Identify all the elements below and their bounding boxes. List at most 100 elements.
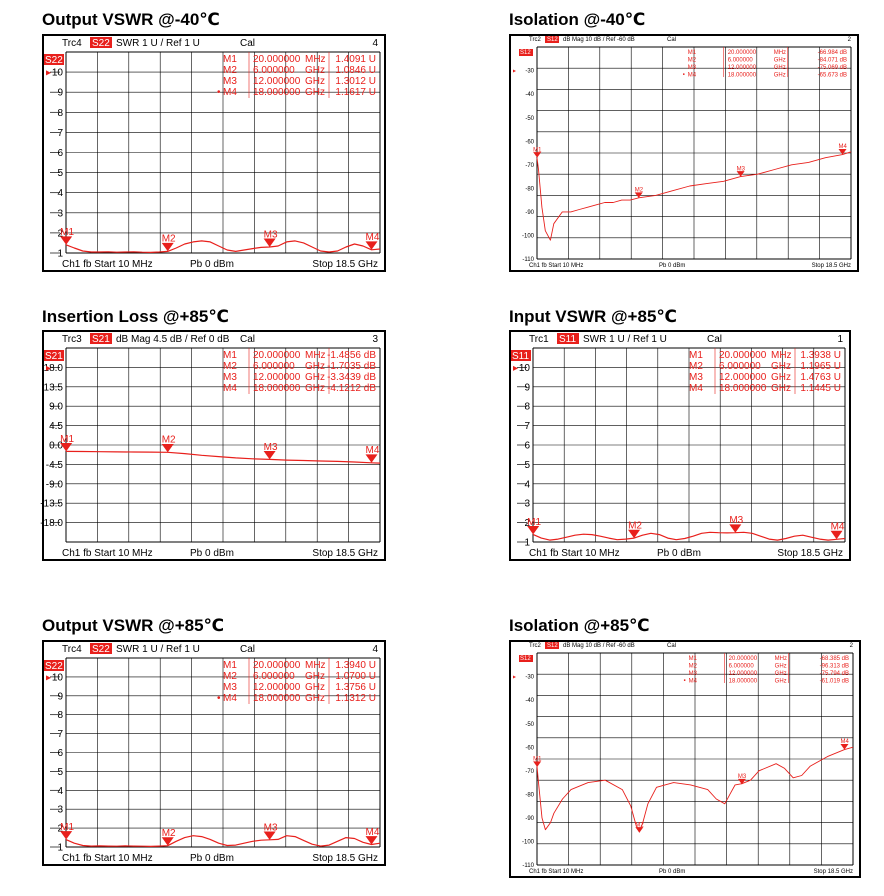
marker-id: M2 bbox=[689, 664, 698, 670]
param-label: S12 bbox=[547, 37, 558, 43]
panel-isolation-m40: Isolation @-40℃ Trc2 S12 dB Mag 10 dB / Re… bbox=[509, 10, 859, 272]
marker-unit: MHz bbox=[774, 50, 786, 56]
marker-freq: 18.000000 bbox=[253, 693, 301, 704]
marker-value: -96.313 dB bbox=[820, 664, 849, 670]
marker-value: 1.4763 U bbox=[800, 372, 841, 383]
marker-freq: 12.000000 bbox=[253, 76, 301, 87]
marker-label: M3 bbox=[738, 774, 747, 780]
trace-line bbox=[65, 450, 381, 464]
y-tick-label: 7 bbox=[57, 128, 63, 139]
param-badge bbox=[545, 642, 559, 649]
marker-id: M3 bbox=[223, 682, 237, 693]
marker-unit: GHz bbox=[775, 664, 787, 670]
marker-unit: GHz bbox=[305, 65, 325, 76]
marker-triangle bbox=[161, 242, 174, 252]
trace-badge bbox=[44, 660, 64, 671]
y-tick-label: -50 bbox=[525, 116, 534, 122]
panel-output-vswr-p85: Output VSWR @+85℃ Trc4 S22 SWR 1 U / Ref 1… bbox=[42, 616, 386, 866]
y-tick-label: 3 bbox=[524, 499, 530, 510]
trace-id: Trc4 bbox=[62, 644, 82, 655]
marker-freq: 18.000000 bbox=[719, 383, 767, 394]
trace-badge-label: S12 bbox=[520, 50, 531, 56]
panel-heading: Isolation @+85℃ bbox=[509, 616, 650, 635]
y-tick-label: 8 bbox=[524, 402, 530, 413]
y-tick-label: 6 bbox=[57, 148, 63, 159]
marker-value: 1.3938 U bbox=[800, 350, 841, 361]
marker-value: -4.1212 dB bbox=[327, 383, 376, 394]
marker-freq: 20.000000 bbox=[729, 656, 758, 662]
param-badge bbox=[545, 36, 559, 43]
trace-line bbox=[65, 240, 381, 253]
y-tick-label: -100 bbox=[522, 234, 535, 240]
vna-screen: Trc4 S22 SWR 1 U / Ref 1 U Cal 4 10 9 8 7 6 5 4 3 2 1 ▸… bbox=[42, 34, 386, 272]
marker-unit: GHz bbox=[774, 65, 786, 71]
marker-triangle bbox=[634, 192, 643, 198]
marker-freq: 20.000000 bbox=[253, 350, 301, 361]
marker-unit: GHz bbox=[305, 76, 325, 87]
start-freq-label: Ch1 fb Start 10 MHz bbox=[529, 263, 583, 269]
marker-label: M2 bbox=[162, 828, 176, 839]
power-label: Pb 0 dBm bbox=[190, 548, 234, 559]
marker-freq: 6.000000 bbox=[729, 664, 755, 670]
param-badge bbox=[90, 643, 112, 654]
y-tick-label: 9 bbox=[57, 691, 63, 702]
marker-triangle bbox=[365, 836, 378, 845]
param-badge bbox=[90, 37, 112, 48]
marker-freq: 6.000000 bbox=[253, 65, 295, 76]
marker-label: M4 bbox=[366, 445, 380, 456]
marker-value: 1.0700 U bbox=[335, 671, 376, 682]
vna-screen: Trc2 S12 dB Mag 10 dB / Ref -60 dB Cal 2 -30 -… bbox=[509, 640, 861, 878]
stop-freq-label: Stop 18.5 GHz bbox=[312, 548, 378, 559]
marker-freq: 12.000000 bbox=[728, 65, 757, 71]
trace-badge bbox=[519, 49, 533, 56]
marker-value: -61.019 dB bbox=[820, 679, 849, 685]
y-tick-label: -50 bbox=[525, 722, 534, 728]
y-tick-label: 4 bbox=[57, 786, 63, 797]
marker-triangle bbox=[533, 761, 542, 767]
marker-freq: 12.000000 bbox=[253, 372, 301, 383]
marker-triangle bbox=[840, 744, 849, 750]
marker-unit: GHz bbox=[305, 671, 325, 682]
marker-id: M3 bbox=[689, 671, 698, 677]
marker-freq: 20.000000 bbox=[728, 50, 757, 56]
marker-id: M1 bbox=[223, 350, 237, 361]
y-tick-label: -90 bbox=[525, 210, 534, 216]
marker-triangle bbox=[736, 171, 745, 177]
panel-isolation-p85: Isolation @+85℃ Trc2 S12 dB Mag 10 dB / Re… bbox=[509, 616, 861, 878]
marker-freq: 20.000000 bbox=[253, 660, 301, 671]
marker-value: -1.4856 dB bbox=[327, 350, 376, 361]
trace-id: Trc2 bbox=[529, 37, 541, 43]
start-freq-label: Ch1 fb Start 10 MHz bbox=[62, 548, 153, 559]
stop-freq-label: Stop 18.5 GHz bbox=[777, 548, 843, 559]
panel-heading: Insertion Loss @+85℃ bbox=[42, 307, 229, 326]
y-tick-label: 9 bbox=[57, 88, 63, 99]
marker-unit: MHz bbox=[771, 350, 792, 361]
y-tick-label: -70 bbox=[525, 769, 534, 775]
y-tick-label: 9.0 bbox=[49, 402, 63, 413]
stop-freq-label: Stop 18.5 GHz bbox=[312, 259, 378, 270]
marker-value: 1.3012 U bbox=[335, 76, 376, 87]
marker-freq: 18.000000 bbox=[253, 87, 301, 98]
vna-screen: Trc4 S22 SWR 1 U / Ref 1 U Cal 4 10 9 8 7 6 5 4 3 2 1 ▸… bbox=[42, 640, 386, 866]
trace-line bbox=[536, 746, 854, 833]
y-tick-label: 1 bbox=[57, 843, 63, 854]
y-tick-label: 7 bbox=[57, 729, 63, 740]
y-tick-label: 8 bbox=[57, 710, 63, 721]
marker-id: M2 bbox=[689, 361, 703, 372]
y-tick-label: 5 bbox=[57, 168, 63, 179]
marker-triangle bbox=[635, 827, 644, 833]
marker-freq: 20.000000 bbox=[253, 54, 301, 65]
active-marker-dot: • bbox=[684, 679, 686, 685]
power-label: Pb 0 dBm bbox=[190, 259, 234, 270]
marker-unit: GHz bbox=[305, 693, 325, 704]
vna-screen: Trc2 S12 dB Mag 10 dB / Ref -60 dB Cal 2 -30 -… bbox=[509, 34, 859, 272]
panel-heading: Output VSWR @+85℃ bbox=[42, 616, 225, 635]
cal-label: Cal bbox=[240, 38, 255, 49]
start-freq-label: Ch1 fb Start 10 MHz bbox=[529, 548, 620, 559]
param-badge bbox=[557, 333, 579, 344]
marker-value: -1.7035 dB bbox=[327, 361, 376, 372]
trace-id: Trc2 bbox=[529, 643, 541, 649]
trace-badge-label: S22 bbox=[45, 55, 63, 66]
marker-unit: MHz bbox=[775, 656, 787, 662]
param-label: S21 bbox=[92, 334, 110, 345]
